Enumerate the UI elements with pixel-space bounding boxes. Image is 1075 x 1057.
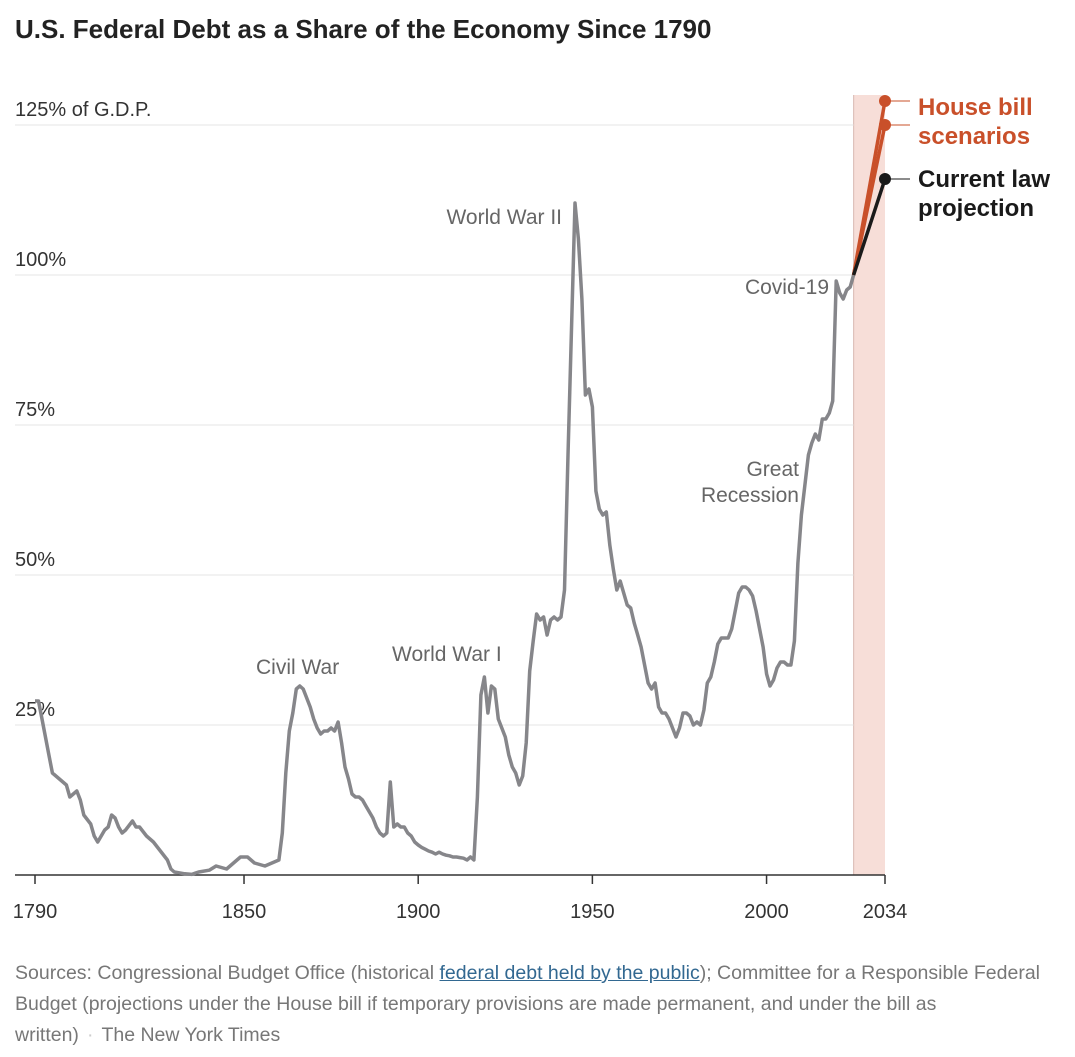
chart-title: U.S. Federal Debt as a Share of the Econ… xyxy=(15,14,712,44)
end-dot xyxy=(879,119,891,131)
y-tick-label: 125% of G.D.P. xyxy=(15,99,151,121)
credit: The New York Times xyxy=(101,1024,281,1046)
data-line xyxy=(851,124,887,276)
x-tick-label: 1950 xyxy=(570,901,615,923)
projection-band xyxy=(853,95,885,875)
annotation: Great Recession xyxy=(700,458,799,507)
separator: · xyxy=(86,1024,94,1046)
source-link[interactable]: federal debt held by the public xyxy=(439,962,700,984)
x-tick-label: 2034 xyxy=(863,901,908,923)
chart: 25% 50% 75% 100% 125% of G.D.P. 1790 1850 1900 1… xyxy=(13,95,910,923)
data-line xyxy=(851,178,887,276)
x-tick-label: 1900 xyxy=(396,901,441,923)
legend-entry: House bill scenarios xyxy=(918,94,1033,150)
x-tick-label: 1850 xyxy=(222,901,267,923)
source-text: Sources: Congressional Budget Office (hi… xyxy=(15,962,440,984)
y-tick-label: 50% xyxy=(15,549,55,571)
legend-entry: Current law projection xyxy=(918,166,1051,222)
y-tick-label: 100% xyxy=(15,249,66,271)
source-text: ); Committee for a Responsible Federal B… xyxy=(15,962,1041,1046)
annotation: Covid-19 xyxy=(744,276,829,299)
y-tick-label: 75% xyxy=(15,399,55,421)
x-tick-label: 2000 xyxy=(744,901,789,923)
end-dot xyxy=(879,173,891,185)
y-tick-label: 25% xyxy=(15,699,55,721)
annotation: World War II xyxy=(446,206,562,229)
x-tick-label: 1790 xyxy=(13,901,58,923)
source-note: Sources: Congressional Budget Office (hi… xyxy=(15,958,1060,1051)
end-dot xyxy=(879,95,891,107)
annotation: World War I xyxy=(392,643,502,666)
data-line xyxy=(35,201,856,877)
annotation: Civil War xyxy=(256,656,340,679)
